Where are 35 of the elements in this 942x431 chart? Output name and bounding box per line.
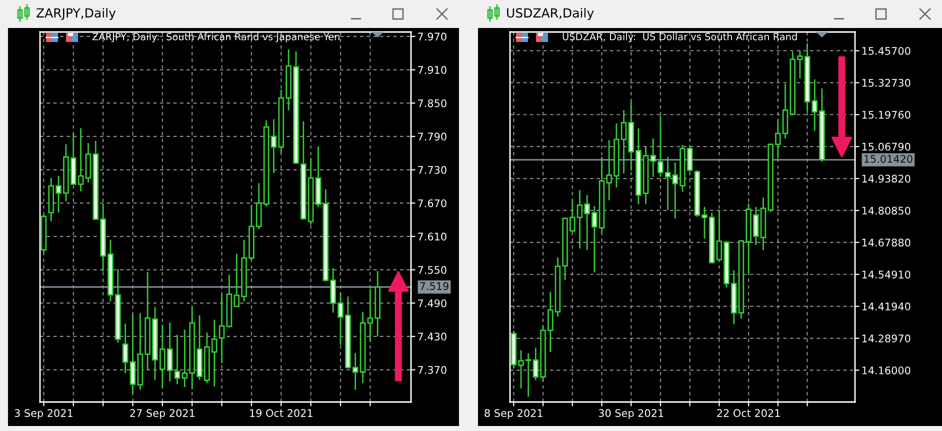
candlestick	[174, 334, 180, 385]
y-tick-label: 14.16000	[862, 366, 910, 374]
ref-line-label: 7.519	[420, 282, 448, 290]
x-tick-label: 19 Oct 2021	[250, 409, 312, 418]
y-tick-label: 7.790	[418, 132, 446, 141]
y-tick-label: 7.370	[418, 366, 446, 374]
chart-subtitle: ZARJPY, Daily: South African Rand vs Japanese Yen	[92, 32, 340, 42]
x-tick-label: 3 Sep 2021	[14, 409, 72, 420]
y-tick-label: 14.80850	[862, 206, 910, 215]
y-tick-label: 7.910	[418, 66, 446, 74]
ref-line-label: 15.01420	[864, 154, 912, 163]
y-tick-label: 14.28970	[862, 334, 910, 342]
chart-title: ZARJPY,Daily	[36, 8, 116, 20]
y-tick-label: 15.45700	[862, 46, 910, 55]
y-tick-label: 14.54910	[862, 270, 910, 278]
y-tick-label: 7.730	[418, 166, 446, 174]
y-tick-label: 7.970	[418, 32, 446, 41]
y-tick-label: 7.610	[418, 232, 446, 241]
y-tick-label: 7.550	[418, 266, 446, 274]
x-tick-label: 30 Sep 2021	[598, 409, 664, 420]
y-tick-label: 15.19760	[862, 110, 910, 119]
y-tick-label: 15.06790	[862, 142, 910, 151]
y-tick-label: 14.93820	[862, 174, 910, 183]
chart-subtitle: USDZAR, Daily: US Dollar vs South African Rand	[562, 32, 797, 42]
y-tick-label: 14.67880	[862, 238, 910, 247]
y-tick-label: 7.670	[418, 199, 446, 208]
x-tick-label: 22 Oct 2021	[717, 409, 780, 418]
y-tick-label: 14.41940	[862, 302, 910, 310]
x-tick-label: 27 Sep 2021	[130, 409, 194, 420]
x-tick-label: 8 Sep 2021	[484, 409, 542, 420]
chart-title: USDZAR,Daily	[507, 8, 594, 20]
y-tick-label: 7.850	[418, 99, 446, 108]
y-tick-label: 7.430	[418, 332, 446, 341]
y-tick-label: 15.32730	[862, 78, 910, 87]
y-tick-label: 7.490	[418, 299, 446, 308]
